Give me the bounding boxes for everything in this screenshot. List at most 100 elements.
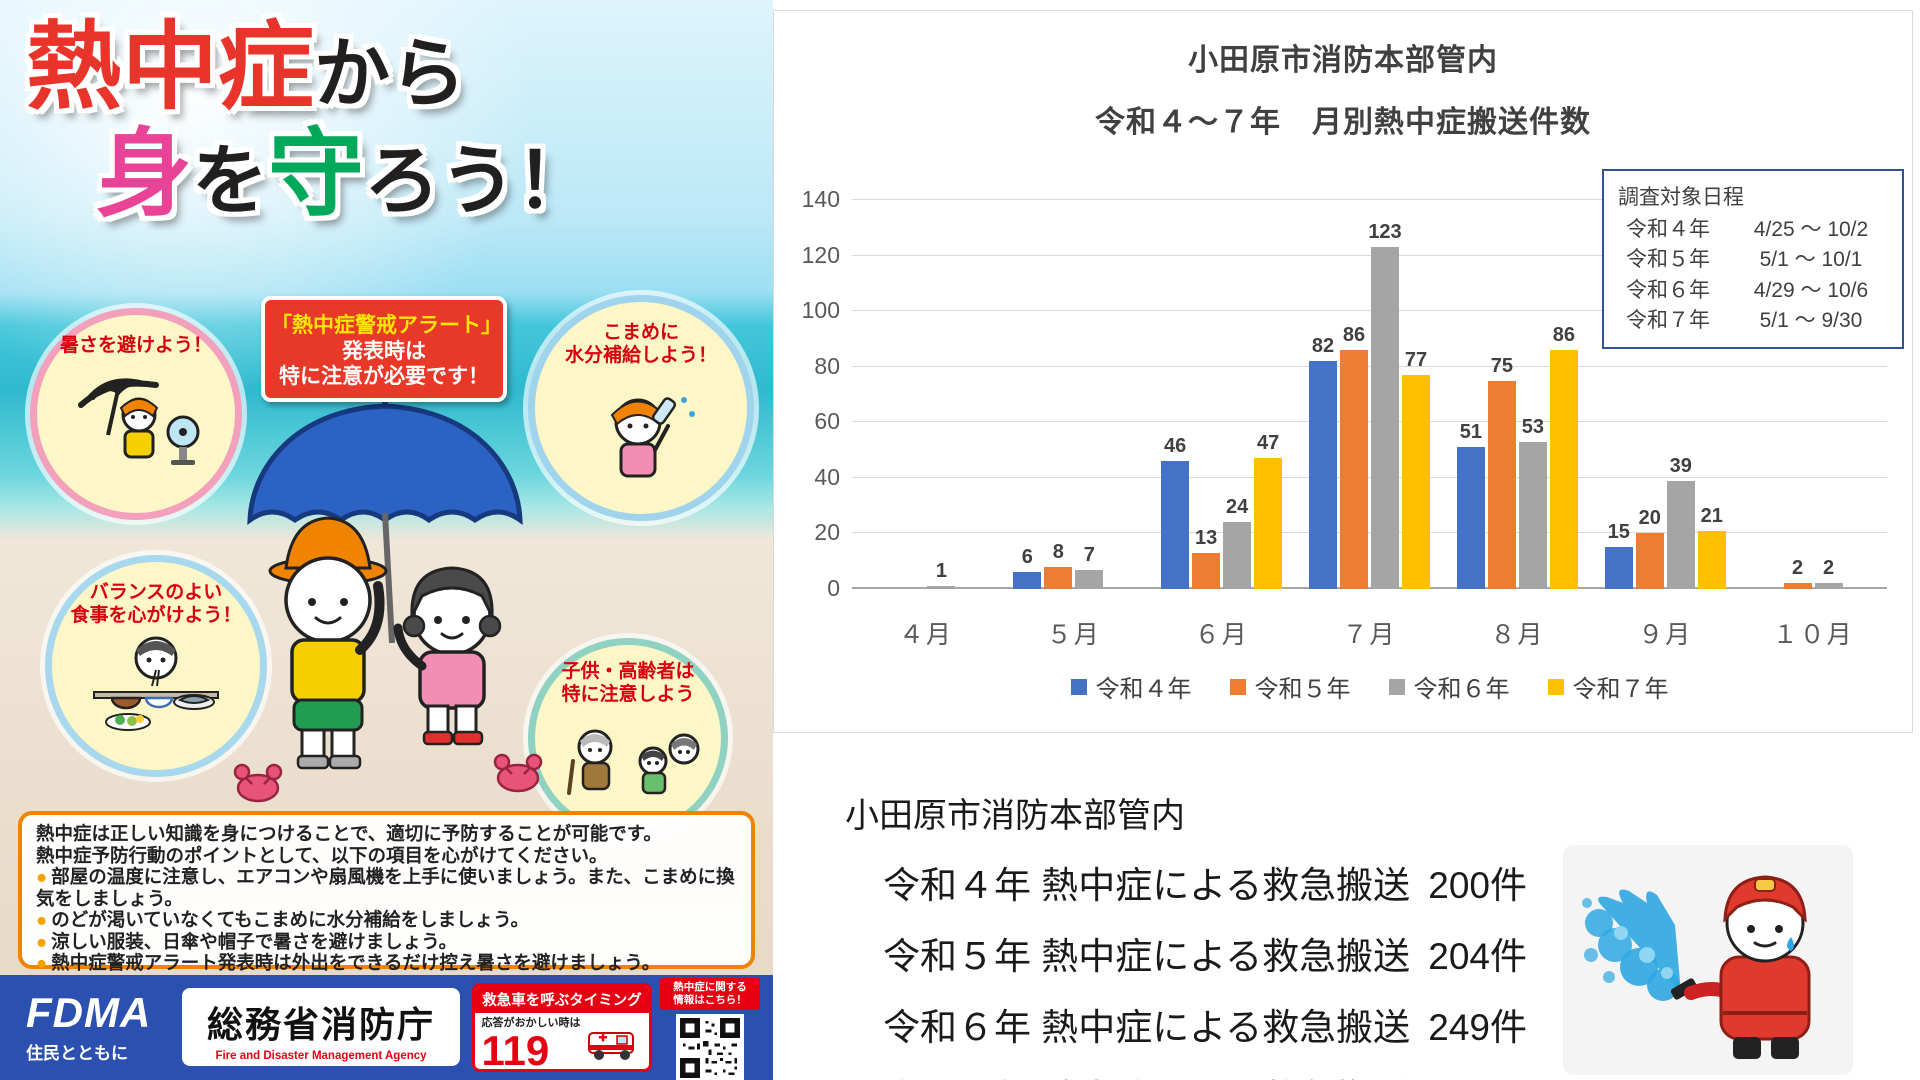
summary-row: 令和５年 熱中症による救急搬送 204件: [845, 926, 1527, 980]
bar-令和７年: [1254, 458, 1283, 589]
survey-row: 令和４年 4/25 ～ 10/2: [1618, 215, 1888, 245]
bar-令和５年: [1487, 380, 1516, 589]
bar-slot: 2: [1783, 200, 1812, 589]
qr-box: 熱中症に関する 情報はこちら！: [660, 978, 760, 1080]
info-line2: 熱中症予防行動のポイントとして、以下の項目を心がけてください。: [36, 844, 608, 866]
title-char: を: [192, 138, 268, 224]
chart-title-line1: 小田原市消防本部管内: [1188, 44, 1498, 77]
bar-value-label: 53: [1521, 415, 1544, 438]
bar-group: 46 13 24 47: [1148, 200, 1296, 589]
poster-footer: FDMA 住民とともに 総務省消防庁 Fire and Disaster Man…: [0, 975, 773, 1080]
summary-count: 231件: [1428, 1068, 1527, 1080]
summary-row: 令和６年 熱中症による救急搬送 249件: [845, 997, 1527, 1051]
y-tick-label: 80: [814, 352, 840, 379]
tip-circle-children-elderly: 子供・高齢者は 特に注意しよう: [528, 638, 728, 838]
survey-period-box: 調査対象日程 令和４年 4/25 ～ 10/2 令和５年 5/1 ～ 10/1 令和６年…: [1602, 169, 1904, 349]
bar-value-label: 2: [1792, 557, 1804, 580]
y-tick-label: 120: [801, 241, 840, 268]
bar-slot: 2: [1814, 200, 1843, 589]
survey-range: 4/25 ～ 10/2: [1753, 218, 1869, 241]
tip-circle-avoid-heat: 暑さを避けよう！: [30, 308, 242, 520]
info-bullet: ● 熱中症警戒アラート発表時は外出をできるだけ控え暑さを避けましょう。: [36, 952, 661, 973]
gridline: [852, 421, 1887, 423]
bullet-icon: ●: [36, 930, 48, 952]
legend-item: 令和７年: [1547, 669, 1669, 704]
bar-slot: [1106, 200, 1134, 589]
alert-line2: 発表時は: [342, 340, 426, 363]
survey-year: 令和７年: [1626, 309, 1710, 333]
summary-label: 令和６年 熱中症による救急搬送: [883, 1007, 1411, 1048]
survey-rows: 令和４年 4/25 ～ 10/2 令和５年 5/1 ～ 10/1 令和６年 4/29 ～ …: [1618, 215, 1888, 337]
gridline: [852, 199, 1887, 200]
bar-令和６年: [1518, 441, 1547, 589]
bar-value-label: 77: [1404, 349, 1428, 372]
legend-item: 令和４年: [1070, 669, 1192, 704]
bar-value-label: 2: [1823, 557, 1835, 580]
bar-令和４年: [1456, 447, 1485, 589]
title-char: 守: [268, 120, 364, 228]
bar-slot: [896, 200, 924, 589]
bar-slot: 46: [1161, 200, 1190, 589]
meal-illustration: [93, 636, 219, 731]
legend-item: 令和６年: [1388, 669, 1510, 704]
agency-name-en: Fire and Disaster Management Agency: [215, 1050, 427, 1062]
bar-group: 82 86 123 77: [1296, 200, 1444, 589]
report-area: 小田原市消防本部管内 令和４～７年 月別熱中症搬送件数 0 20 40 60 80 100…: [773, 0, 1920, 1080]
bar-value-label: 75: [1490, 354, 1513, 377]
fdma-text: FDMA: [26, 989, 152, 1036]
gridline: [852, 365, 1887, 367]
bar-令和５年: [1340, 350, 1368, 589]
fdma-logo: FDMA 住民とともに: [26, 989, 151, 1064]
bar-slot: [865, 200, 893, 589]
x-tick-label: １０月: [1772, 621, 1854, 649]
fdma-subtext: 住民とともに: [26, 1044, 128, 1063]
y-tick-label: 40: [814, 463, 840, 490]
bar-slot: 75: [1487, 200, 1516, 589]
bar-value-label: 6: [1021, 546, 1033, 569]
info-bullet: ● 部屋の温度に注意し、エアコンや扇風機を上手に使いましょう。また、こまめに換気を…: [36, 866, 735, 909]
bar-slot: 7: [1075, 200, 1104, 589]
legend-label: 令和５年: [1254, 676, 1351, 703]
summary-rows: 令和４年 熱中症による救急搬送 200件 令和５年 熱中症による救急搬送 204件 令和…: [845, 855, 1527, 1080]
tip-label: こまめに 水分補給しよう！: [564, 322, 717, 366]
heat-alert-box: 「熱中症警戒アラート」 発表時は 特に注意が必要です！: [261, 296, 507, 403]
bar-令和４年: [1309, 361, 1337, 589]
bar-令和６年: [1814, 583, 1843, 589]
survey-year: 令和４年: [1626, 218, 1710, 241]
bar-slot: 123: [1368, 200, 1402, 589]
bar-value-label: 39: [1669, 454, 1692, 477]
bar-slot: 53: [1518, 200, 1547, 589]
call-subtext: 応答がおかしい時は: [481, 1017, 581, 1029]
bar-groups: 1 6 8 7 46 13 24 47 82 86 123 77 51 75 53 86 15 20 39 21 2 2: [852, 200, 1887, 589]
bar-slot: 24: [1223, 200, 1252, 589]
bar-slot: 86: [1549, 200, 1578, 589]
ambulance-icon: [587, 1032, 634, 1060]
legend-item: 令和５年: [1229, 669, 1351, 704]
bar-令和６年: [1666, 480, 1695, 589]
legend-swatch: [1388, 678, 1405, 695]
bar-slot: 21: [1697, 200, 1726, 589]
x-tick-label: ９月: [1638, 621, 1693, 649]
legend-swatch: [1229, 678, 1246, 695]
legend-swatch: [1547, 678, 1564, 695]
bar-value-label: 46: [1164, 435, 1187, 458]
bar-slot: 82: [1309, 200, 1337, 589]
bar-令和５年: [1044, 566, 1073, 589]
x-tick-label: ６月: [1194, 621, 1249, 649]
poster-title: 熱中症から 身を守ろう！: [26, 17, 592, 228]
gridline: [852, 310, 1887, 312]
bar-slot: 6: [1013, 200, 1042, 589]
info-line1: 熱中症は正しい知識を身につけることで、適切に予防することが可能です。: [36, 823, 662, 844]
bar-value-label: 51: [1459, 421, 1482, 444]
survey-range: 5/1 ～ 9/30: [1759, 309, 1863, 333]
gridline: [852, 587, 1887, 589]
bar-value-label: 13: [1195, 526, 1218, 549]
survey-row: 令和７年 5/1 ～ 9/30: [1618, 306, 1888, 336]
bar-令和６年: [1223, 522, 1252, 589]
bar-value-label: 82: [1311, 335, 1335, 358]
chart-legend: 令和４年 令和５年 令和６年 令和７年: [852, 669, 1887, 704]
bar-令和６年: [927, 586, 956, 589]
summary-label: 令和４年 熱中症による救急搬送: [883, 865, 1411, 906]
survey-year: 令和６年: [1626, 278, 1710, 302]
bar-slot: 47: [1254, 200, 1283, 589]
